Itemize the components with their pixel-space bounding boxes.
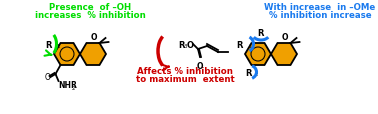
Text: O: O	[91, 33, 97, 42]
Text: R: R	[45, 40, 51, 49]
Text: 2: 2	[254, 72, 258, 77]
Text: 1: 1	[248, 44, 252, 49]
Text: increases  % inhibition: increases % inhibition	[35, 11, 146, 20]
Text: % inhibition increase: % inhibition increase	[269, 11, 371, 20]
Text: NHR: NHR	[59, 81, 77, 90]
Text: to maximum  extent: to maximum extent	[136, 74, 234, 83]
Text: O: O	[187, 40, 194, 49]
Text: O: O	[282, 33, 288, 42]
Text: R: R	[178, 40, 184, 49]
Text: 3: 3	[184, 44, 187, 49]
Polygon shape	[245, 44, 271, 65]
Polygon shape	[271, 44, 297, 65]
Polygon shape	[54, 44, 80, 65]
Text: O: O	[45, 72, 50, 81]
Text: 2: 2	[71, 86, 75, 91]
Text: Presence  of –OH: Presence of –OH	[49, 3, 131, 12]
Text: R: R	[236, 40, 243, 49]
Text: Affects % inhibition: Affects % inhibition	[137, 66, 233, 75]
Text: 1: 1	[56, 44, 60, 49]
Text: R: R	[245, 68, 252, 77]
Text: R: R	[258, 29, 264, 38]
Text: O: O	[197, 61, 203, 70]
Text: With increase  in –OMe: With increase in –OMe	[264, 3, 376, 12]
Polygon shape	[80, 44, 106, 65]
